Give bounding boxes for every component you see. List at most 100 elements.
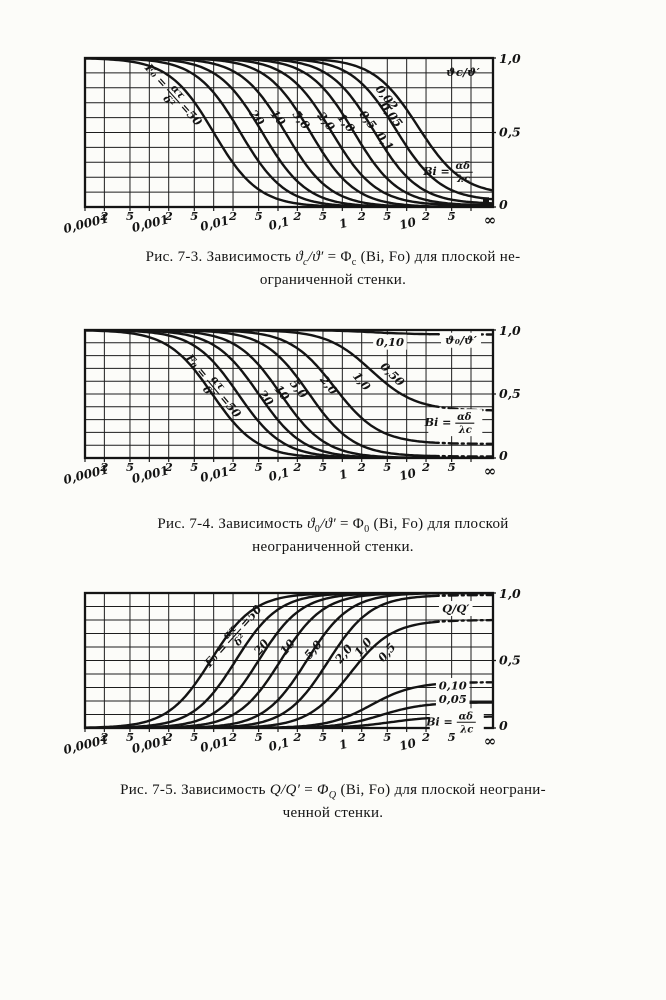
x-tick-label: 2 [164,209,173,223]
y-tick-label: 0 [499,718,508,733]
x-tick-label: 2 [164,730,173,744]
curve-fo-20 [85,330,493,458]
x-tick-label: 5 [319,460,327,474]
x-tick-label: 5 [448,209,456,223]
curve-label-group: 2,0 [314,108,338,133]
x-tick-label: 10 [398,466,418,484]
x-tick-label: 1 [338,216,349,232]
curve-label: ϑ₀/ϑ′ [445,333,477,347]
curve-label-group: 0,10 [435,677,470,693]
curve-family [85,593,493,728]
y-tick-label: 0,5 [499,125,521,140]
y-tick-label: 1,0 [499,51,521,66]
fraction-suffix: =50 [177,100,205,128]
curve-label-group: 1,0 [350,369,374,393]
curve-fo-1,0 [85,595,431,728]
label-mask [373,334,407,350]
grid [84,58,493,211]
curve-end-dash-fo-0,5 [428,618,493,624]
x-tick-label: 0,01 [199,464,231,485]
figure-caption-7-5: Рис. 7-5. Зависимость Q/Q′ = ΦQ (Bi, Fo)… [53,782,613,822]
x-tick-label: 0,1 [267,214,291,233]
y-tick-label: 0,5 [499,386,521,401]
label-mask [441,332,482,348]
x-tick-label: 2 [228,460,237,474]
y-tick-label: 1,0 [499,323,521,338]
curve-terminal-marker [483,197,489,204]
curve-label: 5,0 [287,377,310,401]
fraction-prefix: Bi = [422,165,450,178]
curve-fo-0,1 [85,58,493,205]
curve-label-group: Q/Q′ [438,601,473,617]
fraction-numerator: αδ [456,161,471,172]
curve-label: 2,0 [331,642,355,667]
x-tick-label: 5 [126,209,134,223]
caption-line: Рис. 7-4. Зависимость ϑ0/ϑ′ = Φ0 (Bi, Fo… [157,516,509,535]
x-tick-label: 5 [319,209,327,223]
x-tick-label: 2 [357,730,366,744]
curve-label: 0,05 [439,692,467,706]
curve-fo-20 [85,58,493,207]
bi-axis-label: Bi = αδ λc [422,161,473,185]
fraction-prefix: Bi = [424,416,452,429]
fraction-bar [206,379,220,395]
curve-label-group: 0,02 [373,82,401,113]
curve-label: 0,10 [439,678,467,692]
curve-fo-0,02 [85,715,493,728]
curve-label-group: 0,5 [356,108,379,132]
curve-fo-0,10 [85,330,431,336]
curve-label: 1,0 [351,635,375,659]
curve-fo-1,0 [85,58,493,207]
fraction-bar [166,88,181,104]
x-tick-label: 1 [338,467,349,483]
x-tick-label: 2 [228,209,237,223]
curve-family [85,58,493,207]
y-tick-label: 0,5 [499,653,521,668]
fraction-bar [227,628,242,644]
curve-label-group: 0,50 [378,359,408,389]
x-tick-label-infinity: ∞ [484,211,497,229]
curve-label-group: 20 [250,636,272,658]
x-tick-label: 5 [383,730,391,744]
x-tick-label: 2 [99,460,108,474]
x-tick-label: 5 [190,209,198,223]
curve-fo-0,02 [85,58,493,192]
fraction-denominator: λc [456,174,470,185]
curve-label-group: 5,0 [301,638,325,662]
fraction-prefix: Bi = [425,715,453,728]
x-tick-label: 5 [126,730,134,744]
curve-label: 5,0 [301,638,325,662]
x-tick-label: 2 [228,730,237,744]
caption-line: ченной стенки. [282,804,384,821]
x-tick-label: 5 [190,730,198,744]
curve-family [85,330,493,458]
curve-label: 5,0 [290,108,313,132]
fraction-denominator: λc [459,724,473,735]
curve-fo-50 [85,58,493,207]
x-tick-label: 2 [292,209,301,223]
curve-label-group: ϑ₀/ϑ′ [441,332,482,348]
figure-caption-7-4: Рис. 7-4. Зависимость ϑ0/ϑ′ = Φ0 (Bi, Fo… [53,516,613,556]
x-tick-label: 0,01 [199,213,231,234]
curve-label-group: 0,05 [435,691,470,707]
x-tick-label: 5 [190,460,198,474]
curve-end-dash-fo-1,0 [428,593,493,598]
curve-label-group: 0,10 [373,334,407,350]
y-tick-label: 0 [499,448,508,463]
fraction-numerator: αδ [457,412,472,423]
caption-line: неограниченной стенки. [252,538,414,555]
curve-label: 2,0 [317,372,341,397]
curve-label: 0,10 [376,335,404,349]
curve-label: ϑc/ϑ′ [446,65,480,79]
bi-axis-label: Bi = αδ λc [425,708,484,736]
x-tick-label-infinity: ∞ [484,732,497,750]
x-tick-label: 5 [383,209,391,223]
label-mask [435,691,470,707]
fraction-numerator: αδ [459,711,474,722]
curve-end-dash-fo-2,0 [428,454,493,458]
curve-end-dash-fo-1,0 [428,441,493,445]
x-tick-label: 2 [421,730,430,744]
y-tick-label: 0 [499,197,508,212]
